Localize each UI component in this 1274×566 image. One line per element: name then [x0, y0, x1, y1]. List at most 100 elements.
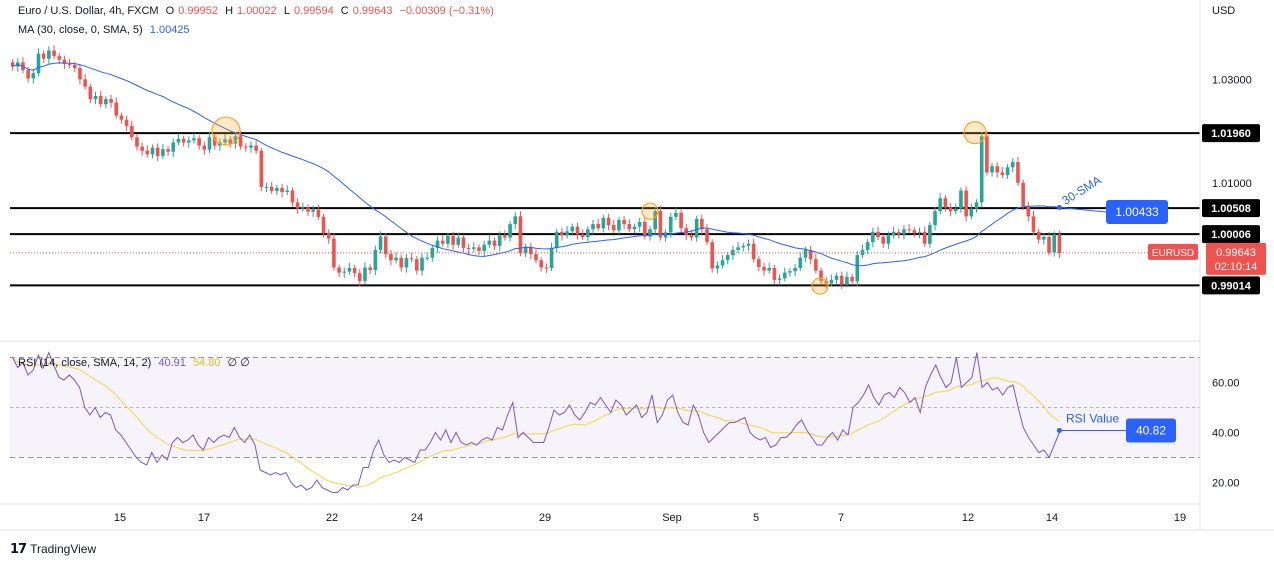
ma-legend[interactable]: MA (30, close, 0, SMA, 5) 1.00425 — [18, 24, 194, 36]
rsi-tick-label: 20.00 — [1212, 478, 1240, 490]
low-label: L — [283, 5, 290, 17]
candle-body — [591, 224, 595, 230]
highlight-circle — [641, 202, 659, 220]
candle-body — [41, 53, 46, 59]
candle-body — [679, 212, 683, 229]
candle-body — [171, 142, 176, 152]
candle-body — [98, 95, 103, 105]
candle-body — [394, 257, 398, 261]
candle-body — [238, 136, 243, 147]
candle-body — [337, 267, 341, 273]
candle-body — [969, 208, 974, 217]
rsi-tick-label: 40.00 — [1212, 428, 1240, 440]
candle-body — [295, 202, 300, 209]
rsi-label: RSI (14, close, SMA, 14, 2) — [18, 357, 152, 369]
level-label: 1.01960 — [1211, 128, 1251, 140]
highlight-circle — [963, 121, 987, 145]
candle-body — [871, 231, 875, 243]
candle-body — [689, 234, 694, 238]
candle-body — [617, 219, 621, 231]
candlesticks — [10, 45, 1062, 290]
candle-body — [383, 236, 388, 255]
candle-body — [1021, 182, 1025, 206]
candle-body — [586, 229, 590, 237]
candle-body — [1016, 162, 1020, 183]
candle-body — [223, 139, 227, 143]
rsi-value-tag — [1126, 418, 1176, 443]
candle-body — [596, 224, 601, 229]
rsi-callout-label: RSI Value — [1066, 411, 1119, 425]
candle-body — [52, 50, 56, 57]
tradingview-branding[interactable]: 𝟭𝟳 TradingView — [10, 541, 96, 557]
candle-body — [554, 231, 559, 248]
open-label: O — [165, 5, 175, 17]
y-tick-label: 1.03000 — [1212, 74, 1252, 86]
candle-body — [254, 145, 258, 151]
candle-body — [622, 219, 626, 225]
candle-body — [762, 266, 766, 271]
candle-body — [430, 247, 435, 258]
change-value: −0.00309 (−0.31%) — [399, 5, 494, 17]
symbol-title[interactable]: Euro / U.S. Dollar, 4h, FXCM — [18, 5, 159, 17]
candle-body — [891, 231, 896, 236]
candle-body — [508, 224, 512, 238]
candle-body — [632, 226, 637, 230]
candle-body — [850, 276, 854, 282]
candle-body — [839, 275, 844, 285]
candle-body — [414, 259, 419, 271]
candle-body — [570, 226, 575, 232]
level-label: 0.99014 — [1211, 280, 1252, 292]
candle-body — [912, 230, 917, 233]
candle-body — [135, 137, 139, 147]
candle-body — [834, 275, 839, 280]
candle-body — [658, 211, 663, 238]
candle-body — [720, 260, 725, 266]
x-tick-label: 24 — [411, 512, 423, 524]
candle-body — [373, 249, 378, 271]
candle-body — [601, 217, 606, 229]
candle-body — [10, 62, 15, 67]
tradingview-logo-icon: 𝟭𝟳 — [10, 541, 27, 556]
candle-body — [233, 136, 238, 144]
candle-body — [544, 267, 549, 269]
candle-body — [627, 224, 632, 230]
candle-body — [902, 229, 906, 235]
candle-body — [798, 257, 803, 268]
candle-body — [1005, 167, 1010, 175]
candle-body — [865, 242, 870, 250]
candle-body — [440, 240, 445, 244]
candle-body — [523, 246, 528, 254]
candle-body — [741, 245, 746, 248]
candle-body — [404, 258, 409, 268]
candle-body — [83, 79, 87, 87]
highlight-circle — [211, 116, 241, 146]
low-value: 0.99594 — [293, 5, 334, 17]
symbol-tag — [1148, 243, 1198, 260]
rsi-extra: ∅ ∅ — [227, 357, 250, 369]
candle-body — [202, 145, 207, 150]
countdown-label: 02:10:14 — [1215, 261, 1258, 273]
candle-body — [845, 276, 849, 285]
candle-body — [985, 136, 989, 173]
candle-body — [814, 259, 818, 271]
candle-body — [959, 190, 963, 209]
sma-value-tag — [1106, 200, 1168, 225]
candle-body — [326, 233, 331, 239]
candle-body — [342, 271, 347, 273]
candle-body — [694, 218, 699, 238]
candle-body — [461, 237, 466, 248]
candle-body — [389, 254, 393, 261]
candle-body — [1057, 234, 1062, 254]
rsi-legend[interactable]: RSI (14, close, SMA, 14, 2) 40.91 54.80 … — [18, 356, 254, 369]
candle-body — [466, 247, 471, 249]
candle-body — [109, 99, 113, 103]
candle-body — [803, 249, 808, 258]
candle-body — [539, 260, 543, 268]
candle-body — [186, 140, 191, 143]
candle-body — [674, 212, 678, 217]
candle-body — [352, 268, 357, 274]
candle-body — [731, 249, 735, 256]
candle-body — [700, 218, 704, 230]
x-tick-label: Sep — [662, 512, 682, 524]
